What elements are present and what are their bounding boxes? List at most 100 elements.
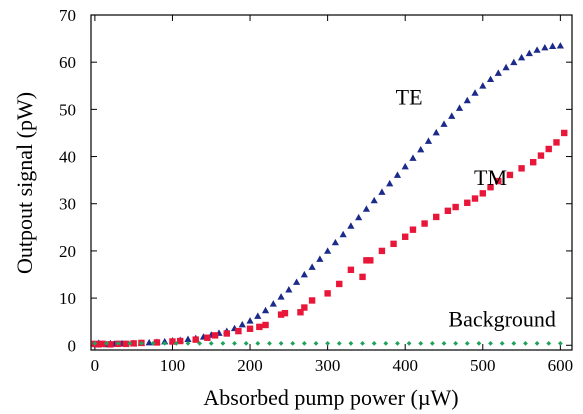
background-point-13 — [243, 340, 249, 346]
te-point-42 — [386, 179, 394, 187]
te-point-39 — [362, 205, 371, 212]
background-point-2 — [115, 340, 121, 346]
te-point-52 — [463, 96, 471, 104]
te-point-46 — [417, 145, 425, 153]
axis-ticks: 0 100 200 300 400 500 600 0 10 20 30 40 50 60 70 — [59, 6, 573, 375]
tm-point-41 — [487, 184, 494, 191]
te-point-60 — [525, 49, 533, 57]
background-point-25 — [383, 340, 389, 346]
tm-point-22 — [301, 304, 308, 311]
tm-point-49 — [561, 129, 568, 137]
background-point-11 — [220, 340, 226, 346]
te-point-33 — [316, 255, 324, 262]
background-point-17 — [290, 340, 296, 346]
background-point-16 — [278, 340, 284, 346]
background-point-32 — [464, 340, 470, 346]
background-point-19 — [313, 340, 319, 346]
tm-point-9 — [169, 338, 176, 345]
background-point-24 — [371, 340, 377, 346]
tm-point-15 — [235, 327, 242, 335]
background-point-22 — [348, 340, 354, 346]
tm-point-42 — [495, 177, 502, 185]
te-point-53 — [471, 89, 479, 96]
y-tick-label-5: 50 — [59, 100, 76, 119]
te-point-56 — [494, 69, 502, 76]
te-point-62 — [541, 43, 549, 51]
tm-point-6 — [130, 340, 137, 347]
te-point-31 — [300, 270, 308, 278]
te-point-51 — [455, 104, 464, 111]
x-tick-label-6: 600 — [548, 356, 574, 375]
tm-point-25 — [336, 280, 343, 288]
tm-point-43 — [506, 171, 514, 179]
background-point-8 — [185, 340, 191, 346]
tm-point-37 — [452, 203, 459, 211]
tm-point-36 — [444, 207, 452, 215]
te-point-26 — [261, 306, 270, 314]
background-point-6 — [162, 340, 168, 346]
background-point-34 — [488, 340, 493, 346]
annotations: TE TM Background — [396, 85, 556, 332]
tm-point-17 — [256, 323, 263, 331]
te-point-30 — [292, 278, 301, 285]
x-axis-title: Absorbed pump power (µW) — [203, 385, 458, 410]
tm-point-8 — [153, 339, 161, 346]
annotation-background: Background — [448, 306, 556, 331]
background-point-33 — [476, 340, 482, 346]
tm-point-33 — [409, 226, 417, 233]
background-point-15 — [267, 340, 272, 346]
background-point-18 — [301, 340, 307, 346]
background-point-1 — [104, 340, 109, 346]
te-point-49 — [440, 120, 448, 127]
tm-point-31 — [390, 240, 397, 248]
te-point-57 — [502, 63, 510, 71]
data-marks — [91, 42, 568, 348]
tm-point-19 — [277, 311, 285, 318]
te-point-29 — [285, 286, 293, 293]
te-point-36 — [339, 230, 347, 238]
x-tick-label-3: 300 — [315, 356, 341, 375]
te-point-64 — [556, 42, 564, 49]
background-point-29 — [429, 340, 435, 346]
background-point-26 — [395, 340, 400, 346]
plot-frame — [90, 14, 573, 351]
background-point-36 — [511, 340, 517, 346]
x-tick-label-1: 100 — [160, 356, 186, 375]
tm-point-11 — [192, 336, 199, 343]
background-point-28 — [418, 340, 424, 346]
background-point-7 — [173, 340, 179, 346]
tm-point-10 — [177, 337, 184, 345]
background-point-23 — [360, 340, 365, 346]
tm-point-27 — [359, 273, 366, 281]
background-point-39 — [546, 340, 552, 346]
y-tick-label-0: 0 — [68, 336, 77, 355]
tm-point-5 — [122, 340, 130, 348]
te-point-58 — [510, 58, 518, 66]
background-point-5 — [150, 340, 156, 346]
te-point-43 — [393, 171, 402, 178]
tm-point-35 — [433, 213, 440, 221]
te-point-32 — [308, 263, 316, 270]
tm-point-39 — [471, 195, 479, 202]
background-point-35 — [499, 340, 505, 346]
tm-point-13 — [211, 332, 219, 339]
tm-point-24 — [324, 290, 331, 297]
tm-point-20 — [281, 309, 289, 317]
tm-point-38 — [464, 199, 471, 206]
y-tick-label-6: 60 — [59, 53, 76, 72]
x-tick-label-4: 400 — [392, 356, 418, 375]
tm-point-34 — [421, 220, 428, 227]
te-point-50 — [448, 112, 456, 119]
background-point-30 — [441, 340, 447, 346]
te-point-25 — [254, 312, 262, 319]
y-tick-label-4: 40 — [59, 148, 76, 167]
te-point-38 — [355, 213, 363, 221]
te-point-40 — [370, 196, 378, 204]
te-point-24 — [246, 317, 254, 324]
tm-point-29 — [367, 257, 374, 264]
te-point-28 — [277, 293, 285, 300]
te-point-55 — [486, 75, 495, 83]
te-point-23 — [238, 320, 246, 328]
te-point-45 — [409, 154, 417, 161]
x-tick-label-0: 0 — [91, 356, 100, 375]
